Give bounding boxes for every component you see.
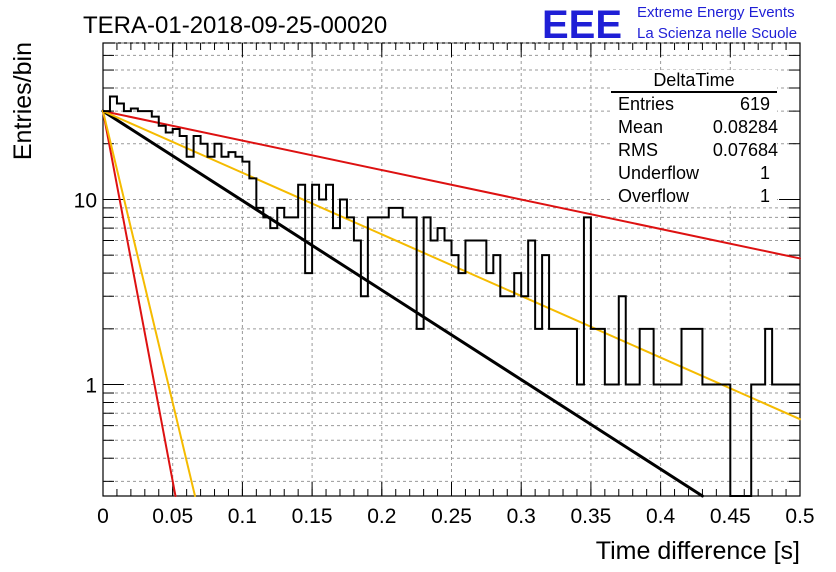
x-tick-label: 0.15 [292, 505, 333, 528]
logo-line1: Extreme Energy Events [637, 4, 795, 21]
stats-value-rms: 0.07684 [713, 140, 778, 160]
x-tick-label: 0.4 [646, 505, 676, 528]
y-tick-label: 10 [74, 189, 97, 212]
logo-line2: La Scienza nelle Scuole [637, 25, 797, 42]
stats-value-entries: 619 [740, 94, 770, 114]
x-tick-label: 0 [97, 505, 109, 528]
fit-line [102, 110, 801, 260]
stats-label-underflow: Underflow [618, 163, 700, 183]
eee-logo: EEE Extreme Energy Events La Scienza nel… [542, 3, 797, 47]
x-tick-label: 0.5 [785, 505, 814, 528]
x-tick-label: 0.3 [507, 505, 536, 528]
stats-label-entries: Entries [618, 94, 674, 114]
chart-title: TERA-01-2018-09-25-00020 [83, 12, 387, 39]
x-tick-label: 0.05 [152, 505, 193, 528]
y-axis-title: Entries/bin [9, 42, 37, 160]
stats-box: DeltaTime Entries 619 Mean 0.08284 RMS 0… [611, 70, 778, 206]
fit-line [102, 110, 197, 497]
stats-label-overflow: Overflow [618, 186, 690, 206]
histogram-outline [103, 95, 800, 497]
x-tick-label: 0.1 [228, 505, 257, 528]
fit-line [102, 110, 177, 497]
stats-label-mean: Mean [618, 117, 663, 137]
axis-ticks [102, 42, 801, 496]
stats-value-underflow: 1 [760, 163, 770, 183]
stats-label-rms: RMS [618, 140, 658, 160]
logo-mark: EEE [542, 3, 622, 47]
x-tick-label: 0.2 [367, 505, 396, 528]
x-tick-label: 0.25 [431, 505, 472, 528]
stats-value-overflow: 1 [760, 186, 770, 206]
tick-labels: 0 0.05 0.1 0.15 0.2 0.25 0.3 0.35 0.4 0.45 0.5 1 10 [74, 189, 815, 528]
x-tick-label: 0.35 [570, 505, 611, 528]
fit-line [101, 109, 704, 498]
fit-line [102, 110, 801, 421]
stats-value-mean: 0.08284 [713, 117, 778, 137]
fit-lines [101, 109, 801, 498]
y-tick-label: 1 [85, 375, 97, 398]
stats-title: DeltaTime [653, 70, 734, 90]
x-tick-label: 0.45 [710, 505, 751, 528]
x-axis-title: Time difference [s] [596, 537, 800, 565]
histogram [103, 95, 800, 497]
